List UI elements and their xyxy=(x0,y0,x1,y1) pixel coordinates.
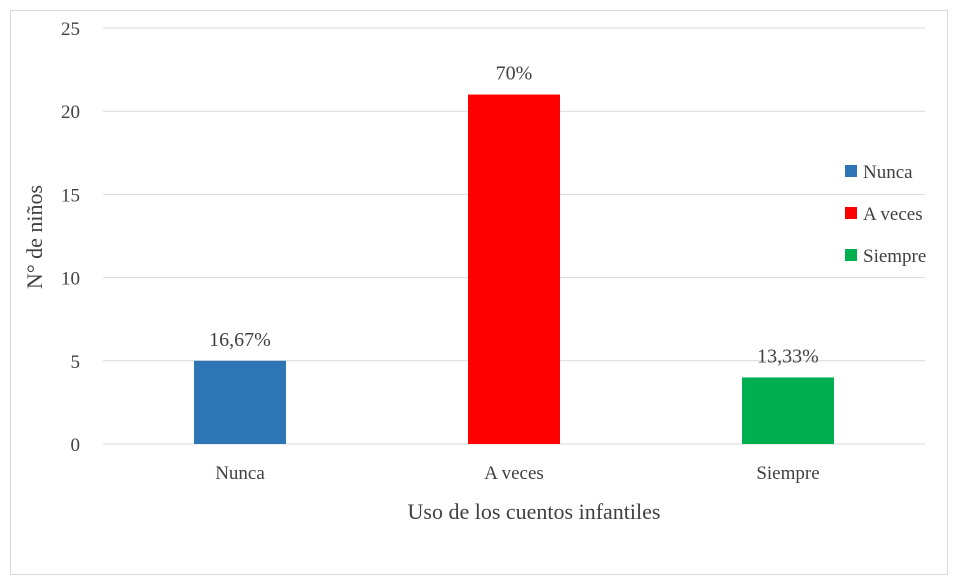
data-label: 16,67% xyxy=(209,329,271,351)
y-tick-label: 20 xyxy=(61,102,80,123)
y-axis-title: N° de niños xyxy=(22,185,47,289)
legend-label: Siempre xyxy=(863,246,926,267)
legend-label: A veces xyxy=(863,204,923,225)
y-tick-label: 5 xyxy=(71,352,81,373)
legend-swatch xyxy=(845,165,857,177)
y-axis-ticks: 0 5 10 15 20 25 xyxy=(61,19,80,456)
bar-a-veces xyxy=(468,94,560,444)
y-tick-label: 0 xyxy=(71,435,81,456)
legend-swatch xyxy=(845,207,857,219)
y-tick-label: 25 xyxy=(61,19,80,40)
legend: Nunca A veces Siempre xyxy=(845,162,926,267)
x-tick-label: Nunca xyxy=(215,463,265,484)
bar-nunca xyxy=(194,360,286,444)
legend-swatch xyxy=(845,249,857,261)
legend-label: Nunca xyxy=(863,162,913,183)
data-label: 70% xyxy=(496,63,533,85)
x-tick-label: A veces xyxy=(484,463,544,484)
y-tick-label: 10 xyxy=(61,269,80,290)
x-tick-label: Siempre xyxy=(756,463,819,484)
data-label: 13,33% xyxy=(757,345,819,367)
data-labels: 16,67% 70% 13,33% xyxy=(209,63,819,368)
bar-siempre xyxy=(742,377,834,444)
x-axis-ticks: Nunca A veces Siempre xyxy=(215,463,819,484)
y-tick-label: 15 xyxy=(61,185,80,206)
x-axis-title: Uso de los cuentos infantiles xyxy=(408,499,661,524)
bars xyxy=(194,94,834,444)
